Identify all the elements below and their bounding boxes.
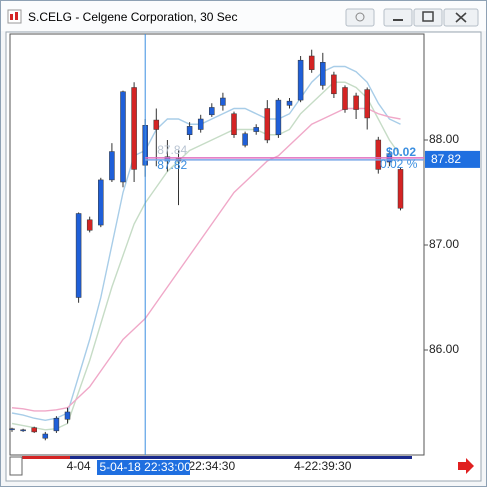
candle-body — [286, 100, 293, 106]
candle-body — [353, 95, 359, 110]
change-percent: 0.02 % — [380, 157, 418, 171]
candle-body — [342, 87, 348, 110]
candle-body — [231, 113, 237, 135]
candle-body — [98, 179, 104, 226]
candle-body — [42, 433, 49, 439]
moving-average — [11, 107, 401, 412]
candle-body — [397, 169, 404, 209]
plot-area — [9, 33, 425, 456]
candle-body — [53, 418, 60, 432]
candle-body — [220, 97, 226, 106]
x-tick-label: 4-22:39:30 — [294, 459, 352, 473]
price-box — [425, 150, 480, 168]
candle-body — [9, 428, 15, 431]
candle-body — [253, 127, 259, 132]
app-icon — [7, 9, 22, 24]
scroll-range — [22, 456, 70, 459]
candle-body — [20, 429, 26, 432]
candle-body — [320, 62, 326, 86]
candle-body — [264, 108, 271, 141]
plot-layer: 86.00 87.00 88.00 4-04 22:34:30 4-22:39:30 87.… — [9, 34, 480, 475]
candle-body — [308, 55, 315, 70]
y-tick-label: 87.00 — [429, 237, 459, 251]
minimize-icon — [393, 19, 403, 21]
cursor-label: 5-04-18 22:33:00 — [99, 460, 191, 474]
change-amount: $0.02 — [386, 145, 416, 159]
candle-body — [331, 74, 337, 95]
candle-body — [197, 118, 204, 130]
candle-body — [364, 89, 370, 119]
app-icon-bar — [15, 12, 18, 20]
cursor-label-box — [97, 460, 190, 475]
scroll-box[interactable] — [9, 456, 23, 476]
candle-body — [131, 87, 137, 170]
minimize-button[interactable] — [383, 8, 413, 27]
candle-body — [186, 126, 193, 135]
candle-body — [375, 139, 382, 170]
candle-body — [164, 156, 171, 162]
maximize-button[interactable] — [413, 8, 443, 27]
x-tick-label: 4-04 — [67, 459, 91, 473]
candle-body — [31, 427, 37, 433]
scroll-range — [70, 456, 412, 459]
link-button[interactable] — [345, 8, 375, 27]
candle-body — [64, 411, 71, 420]
candle-body — [242, 133, 248, 146]
candle-body — [209, 107, 215, 116]
candle-body — [153, 119, 160, 130]
link-icon — [355, 12, 365, 22]
cursor-price-text: 87.82 — [157, 158, 187, 172]
window-title: S.CELG - Celgene Corporation, 30 Sec — [28, 10, 237, 24]
price-box-label: 87.82 — [431, 152, 461, 166]
close-icon — [455, 12, 467, 23]
y-tick-label: 88.00 — [429, 132, 459, 146]
scroll-right-arrow[interactable] — [458, 458, 474, 474]
cursor-reference: 87.84 — [157, 143, 187, 157]
candle-body — [275, 99, 282, 135]
candle-body — [86, 219, 93, 231]
candle-body — [75, 213, 82, 298]
maximize-icon — [422, 11, 434, 22]
candle-body — [120, 91, 126, 183]
candle-body — [297, 59, 304, 101]
app-icon-bar — [10, 14, 13, 20]
x-tick-label: 22:34:30 — [188, 459, 235, 473]
moving-average — [11, 65, 401, 422]
candle-body — [109, 151, 115, 181]
y-tick-label: 86.00 — [429, 342, 459, 356]
